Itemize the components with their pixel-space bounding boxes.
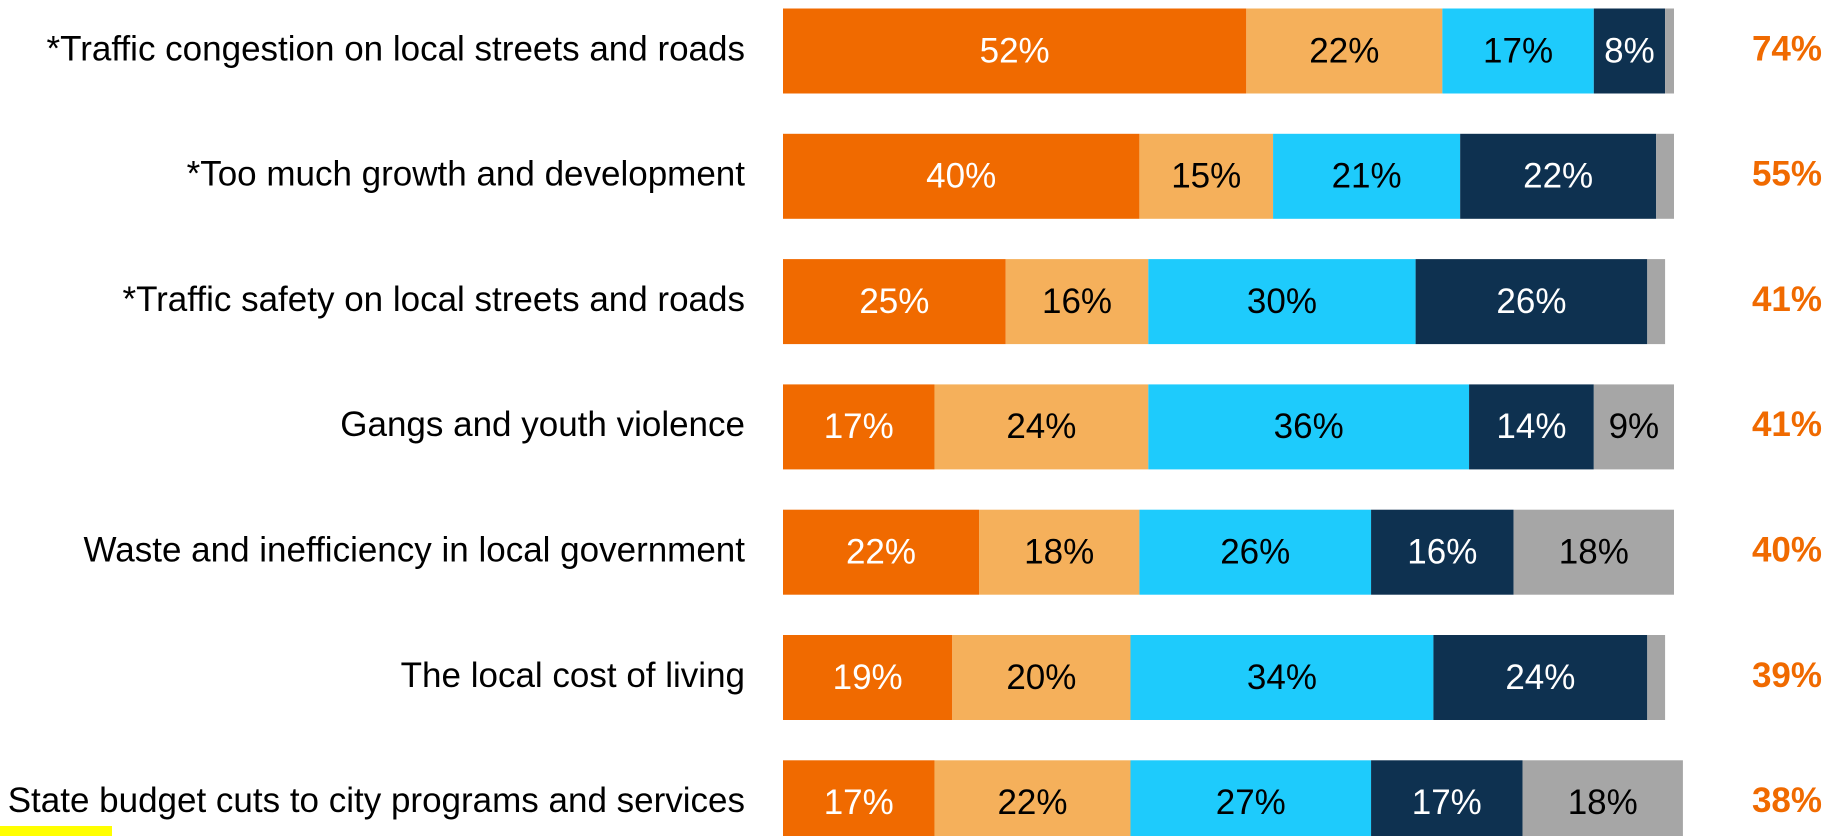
bar-segment <box>934 760 1131 836</box>
bar-segment <box>1442 8 1594 94</box>
value-label: 25% <box>859 282 929 321</box>
total-label: 39% <box>1752 656 1822 695</box>
bar-segment <box>1371 760 1523 836</box>
bar-segment <box>783 509 980 595</box>
category-label: *Too much growth and development <box>187 155 746 194</box>
bar-segment <box>979 509 1140 595</box>
bar-segment <box>1593 384 1674 470</box>
bar-segment <box>1593 8 1666 94</box>
value-label: 22% <box>1309 31 1379 70</box>
value-label: 16% <box>1407 532 1477 571</box>
bar-segment <box>1656 133 1674 219</box>
bar-segment <box>1148 259 1416 345</box>
bar-segment <box>783 133 1140 219</box>
value-label: 18% <box>1568 783 1638 822</box>
value-label: 24% <box>1006 407 1076 446</box>
total-label: 38% <box>1752 781 1822 820</box>
value-label: 8% <box>1604 31 1655 70</box>
value-label: 52% <box>980 31 1050 70</box>
value-label: 26% <box>1220 532 1290 571</box>
bar-segment <box>1273 133 1461 219</box>
value-label: 34% <box>1247 658 1317 697</box>
bar-segment <box>1415 259 1648 345</box>
bar-segment <box>1513 509 1674 595</box>
bar-segment <box>1005 259 1149 345</box>
value-label: 17% <box>824 407 894 446</box>
category-label: *Traffic safety on local streets and roa… <box>122 280 745 319</box>
bar-segment <box>783 259 1006 345</box>
bar-segment <box>1371 509 1514 595</box>
total-label: 74% <box>1752 29 1822 68</box>
value-label: 15% <box>1171 157 1241 196</box>
value-label: 19% <box>833 658 903 697</box>
value-label: 36% <box>1274 407 1344 446</box>
value-label: 9% <box>1609 407 1660 446</box>
total-label: 55% <box>1752 155 1822 194</box>
value-label: 20% <box>1006 658 1076 697</box>
bar-segment <box>1246 8 1443 94</box>
bar-segment <box>1647 259 1666 345</box>
value-label: 21% <box>1332 157 1402 196</box>
bar-segment <box>783 760 935 836</box>
total-label: 41% <box>1752 405 1822 444</box>
value-label: 27% <box>1216 783 1286 822</box>
category-label: Waste and inefficiency in local governme… <box>84 530 746 569</box>
bar-segment <box>1647 635 1666 720</box>
highlight-mark <box>0 826 112 836</box>
value-label: 18% <box>1559 532 1629 571</box>
bar-segment <box>1130 760 1372 836</box>
bar-segment <box>1522 760 1683 836</box>
bar-segment <box>934 384 1149 470</box>
bar-segment <box>783 8 1247 94</box>
bar-segment <box>952 635 1131 720</box>
bar-segment <box>1130 635 1434 720</box>
value-label: 22% <box>1523 157 1593 196</box>
total-label: 41% <box>1752 280 1822 319</box>
value-label: 18% <box>1024 532 1094 571</box>
category-label: *Traffic congestion on local streets and… <box>47 29 745 68</box>
value-label: 24% <box>1505 658 1575 697</box>
value-label: 30% <box>1247 282 1317 321</box>
total-label: 40% <box>1752 530 1822 569</box>
value-label: 22% <box>997 783 1067 822</box>
bar-segment <box>783 384 935 470</box>
category-label: State budget cuts to city programs and s… <box>8 781 745 820</box>
value-label: 16% <box>1042 282 1112 321</box>
bar-segment <box>1469 384 1594 470</box>
bar-segment <box>1460 133 1657 219</box>
bar-segment <box>1148 384 1470 470</box>
value-label: 17% <box>1483 31 1553 70</box>
bar-segment <box>783 635 953 720</box>
value-label: 17% <box>1412 783 1482 822</box>
bar-segment <box>1433 635 1648 720</box>
category-label: The local cost of living <box>401 656 745 695</box>
category-label: Gangs and youth violence <box>340 405 745 444</box>
value-label: 22% <box>846 532 916 571</box>
value-label: 17% <box>824 783 894 822</box>
value-label: 14% <box>1496 407 1566 446</box>
value-label: 40% <box>926 157 996 196</box>
bar-segment <box>1139 133 1274 219</box>
value-label: 26% <box>1496 282 1566 321</box>
bar-segment <box>1139 509 1372 595</box>
bar-segment <box>1665 8 1674 94</box>
